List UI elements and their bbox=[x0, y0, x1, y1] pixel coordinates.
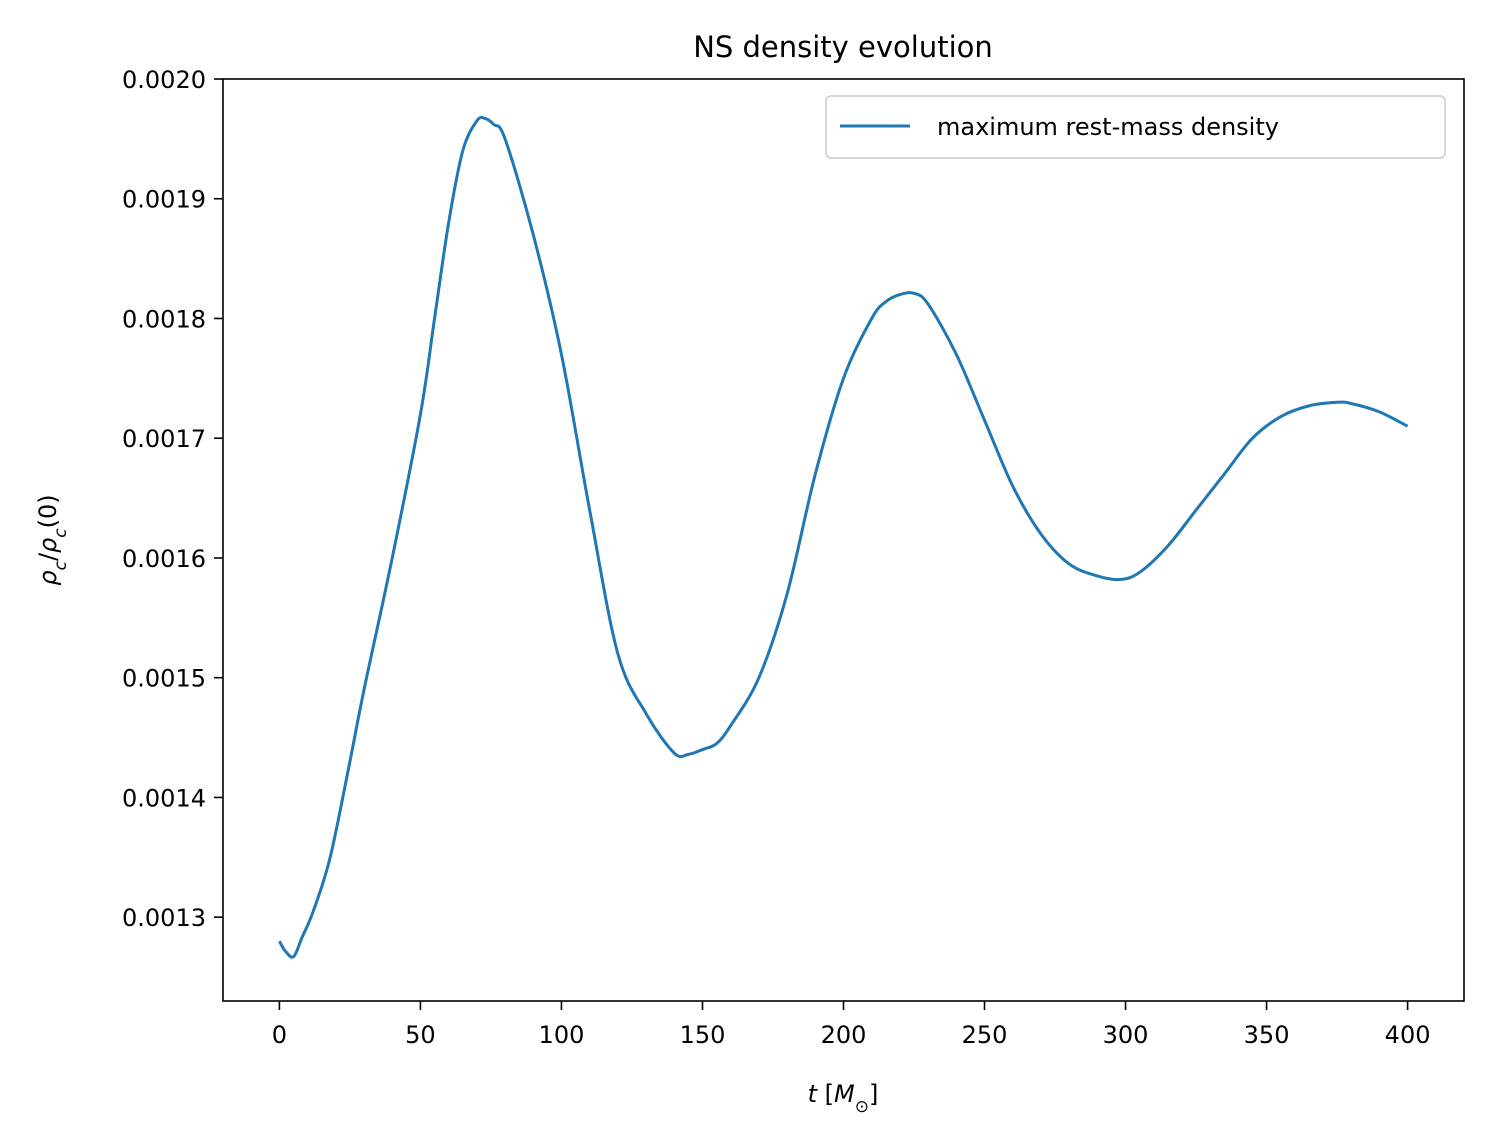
y-tick-label: 0.0013 bbox=[122, 904, 206, 932]
x-tick-label: 250 bbox=[962, 1021, 1008, 1049]
series-line-maximum-rest-mass-density bbox=[278, 115, 1409, 959]
x-tick-label: 400 bbox=[1385, 1021, 1431, 1049]
y-axis: 0.0013 0.0014 0.0015 0.0016 0.0017 0.0018 0.00… bbox=[122, 66, 223, 932]
legend-label: maximum rest-mass density bbox=[937, 113, 1279, 141]
y-axis-label: ρc/ρc(0) bbox=[34, 494, 71, 585]
plot-area: 0 50 100 150 200 250 300 350 400 0.00130.00140.0… bbox=[122, 66, 1465, 1049]
y-tick-label: 0.0019 bbox=[122, 186, 206, 214]
y-tick-label: 0.0020 bbox=[122, 66, 206, 94]
x-tick-label: 200 bbox=[821, 1021, 867, 1049]
x-axis: 0 50 100 150 200 250 300 350 400 bbox=[272, 1001, 1431, 1049]
x-tick-label: 50 bbox=[405, 1021, 436, 1049]
y-tick-label: 0.0014 bbox=[122, 784, 206, 812]
x-axis-label: t [M⊙] bbox=[808, 1080, 879, 1117]
axes-frame bbox=[222, 78, 1465, 1002]
x-tick-label: 100 bbox=[539, 1021, 585, 1049]
legend-frame bbox=[825, 95, 1446, 159]
x-tick-label: 300 bbox=[1103, 1021, 1149, 1049]
x-tick-label: 0 bbox=[272, 1021, 287, 1049]
y-tick-label: 0.0016 bbox=[122, 545, 206, 573]
y-tick-label: 0.0015 bbox=[122, 665, 206, 693]
y-tick-label: 0.0017 bbox=[122, 425, 206, 453]
x-tick-label: 350 bbox=[1244, 1021, 1290, 1049]
x-tick-label: 150 bbox=[680, 1021, 726, 1049]
y-tick-label: 0.0018 bbox=[122, 305, 206, 333]
chart-title: NS density evolution bbox=[693, 30, 993, 64]
legend: maximum rest-mass density bbox=[825, 95, 1446, 159]
